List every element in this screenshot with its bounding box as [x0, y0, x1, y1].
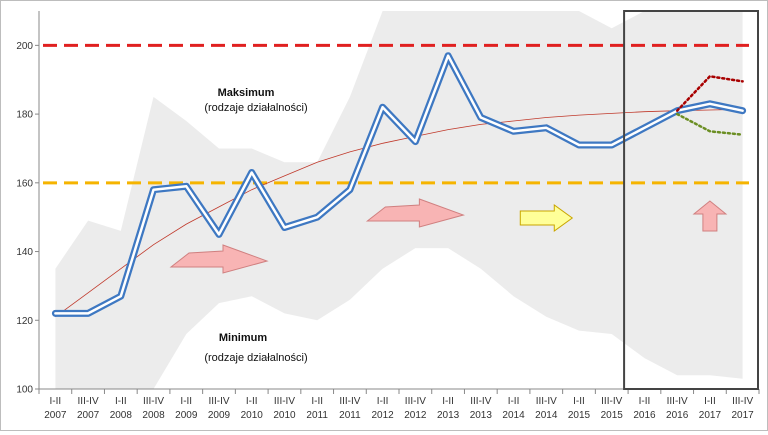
- x-tick-label: III-IV: [470, 396, 491, 407]
- x-tick-label: I-II: [246, 396, 258, 407]
- x-tick-label-year: 2007: [77, 410, 100, 421]
- main-series-line-inner: [54, 54, 744, 315]
- forecast-highlight-box: [623, 10, 759, 390]
- upper-scenario-line: [675, 74, 744, 112]
- series-layer: [51, 52, 747, 317]
- x-tick-label-year: 2015: [601, 410, 624, 421]
- x-tick-label-year: 2015: [568, 410, 591, 421]
- reference-lines-layer: [43, 43, 749, 185]
- x-tick-label-year: 2014: [535, 410, 558, 421]
- y-tick-label: 120: [16, 316, 33, 327]
- main-series-point: [283, 226, 285, 228]
- main-series-point: [251, 172, 253, 174]
- main-series-point: [611, 144, 613, 146]
- y-tick-label: 160: [16, 178, 33, 189]
- main-series-point: [480, 117, 482, 119]
- main-series-point: [742, 110, 744, 112]
- trend-arrow-rising: [365, 198, 466, 228]
- x-tick-label: III-IV: [208, 396, 229, 407]
- main-series-point: [447, 55, 449, 57]
- x-tick-label: I-II: [704, 396, 716, 407]
- y-tick-label: 100: [16, 385, 33, 396]
- x-tick-label: III-IV: [274, 396, 295, 407]
- main-series-point: [87, 312, 89, 314]
- trend-arrow-flat: [519, 204, 574, 232]
- main-series-point: [382, 106, 384, 108]
- x-tick-label: III-IV: [405, 396, 426, 407]
- main-series-point: [414, 141, 416, 143]
- envelope-layer: [55, 11, 743, 389]
- x-tick-label: I-II: [639, 396, 651, 407]
- trend-arrow-rising: [169, 244, 269, 274]
- main-series-point: [643, 127, 645, 129]
- axis-layer: 100 120 140 160 180 200 I-II 2007 III-IV 2007 I-II…: [16, 11, 760, 421]
- x-tick-label: I-II: [180, 396, 192, 407]
- main-series-point: [578, 144, 580, 146]
- highlight-box-layer: [623, 10, 759, 390]
- y-tick-label: 180: [16, 110, 33, 121]
- envelope-band: [55, 11, 743, 389]
- x-tick-label: I-II: [508, 396, 520, 407]
- scenario-layer: [675, 74, 744, 136]
- x-tick-label: I-II: [115, 396, 127, 407]
- main-series-point: [120, 295, 122, 297]
- x-tick-label-year: 2017: [732, 410, 755, 421]
- x-tick-label-year: 2011: [306, 410, 328, 421]
- max-sublabel: (rodzaje działalności): [204, 102, 307, 114]
- x-tick-label: III-IV: [536, 396, 557, 407]
- x-tick-label: III-IV: [732, 396, 753, 407]
- x-tick-label: III-IV: [601, 396, 622, 407]
- x-tick-label: I-II: [377, 396, 389, 407]
- x-tick-label-year: 2008: [110, 410, 133, 421]
- x-tick-label-year: 2012: [372, 410, 395, 421]
- x-tick-label-year: 2017: [699, 410, 722, 421]
- min-label: Minimum: [219, 332, 267, 344]
- y-tick-label: 140: [16, 247, 33, 258]
- main-series-point: [709, 103, 711, 105]
- x-tick-label: III-IV: [667, 396, 688, 407]
- main-series-point: [218, 233, 220, 235]
- x-tick-label-year: 2012: [404, 410, 427, 421]
- main-series-point: [316, 216, 318, 218]
- trend-line: [55, 108, 743, 318]
- main-series-point: [545, 127, 547, 129]
- x-tick-label-year: 2014: [502, 410, 525, 421]
- x-tick-label-year: 2013: [470, 410, 493, 421]
- x-tick-label-year: 2013: [437, 410, 460, 421]
- x-tick-label: I-II: [311, 396, 323, 407]
- x-tick-label: I-II: [573, 396, 585, 407]
- x-tick-label: I-II: [442, 396, 454, 407]
- x-tick-label: III-IV: [339, 396, 360, 407]
- lower-scenario-line: [675, 112, 744, 136]
- main-series-point: [153, 189, 155, 191]
- x-tick-label-year: 2007: [44, 410, 67, 421]
- main-series-point: [513, 130, 515, 132]
- main-series-point: [185, 185, 187, 187]
- x-tick-label-year: 2011: [339, 410, 361, 421]
- x-tick-label-year: 2010: [273, 410, 296, 421]
- x-tick-label-year: 2008: [142, 410, 165, 421]
- x-tick-label: III-IV: [78, 396, 99, 407]
- min-sublabel: (rodzaje działalności): [204, 352, 307, 364]
- main-series-point: [54, 312, 56, 314]
- x-tick-label: I-II: [50, 396, 62, 407]
- x-tick-label-year: 2016: [666, 410, 689, 421]
- y-tick-label: 200: [16, 41, 33, 52]
- x-tick-label-year: 2016: [633, 410, 656, 421]
- max-label: Maksimum: [218, 87, 275, 99]
- x-tick-label-year: 2010: [241, 410, 264, 421]
- arrows-layer: [169, 198, 728, 274]
- x-tick-label-year: 2009: [175, 410, 198, 421]
- x-tick-label-year: 2009: [208, 410, 231, 421]
- trend-arrow-up: [692, 200, 728, 232]
- main-series-point: [349, 189, 351, 191]
- x-tick-label: III-IV: [143, 396, 164, 407]
- trend-layer: [55, 108, 743, 318]
